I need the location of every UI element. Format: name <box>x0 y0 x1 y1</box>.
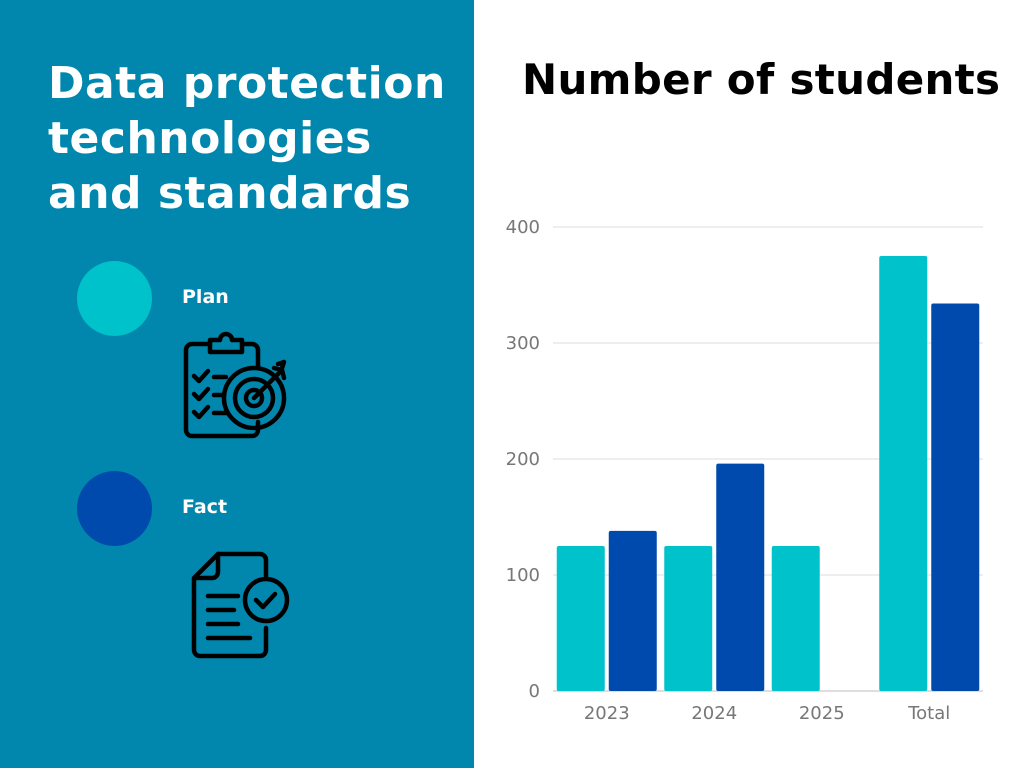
y-tick-label: 200 <box>506 449 540 470</box>
clipboard-target-icon <box>183 331 287 439</box>
bar-chart: 0 100 200 300 400 2023 2024 2025 Total <box>506 217 983 724</box>
bar-plan-2024 <box>664 546 713 691</box>
bar-plan-2023 <box>556 546 605 691</box>
x-tick-label: 2024 <box>691 703 737 724</box>
bar-fact-total <box>931 303 980 691</box>
y-tick-label: 300 <box>506 333 540 354</box>
legend-label-fact: Fact <box>182 496 228 518</box>
y-tick-label: 0 <box>529 681 540 702</box>
panel-title: Data protection technologies and standar… <box>48 58 446 219</box>
bar-plan-2025 <box>771 546 820 691</box>
bar-fact-2024 <box>716 463 765 691</box>
legend-dot-plan <box>77 261 152 336</box>
left-panel: Data protection technologies and standar… <box>0 0 474 768</box>
x-tick-label: 2025 <box>799 703 845 724</box>
bar-plan-total <box>879 256 928 691</box>
y-tick-label: 100 <box>506 565 540 586</box>
x-tick-label: Total <box>907 703 950 724</box>
y-tick-label: 400 <box>506 217 540 238</box>
document-check-icon <box>191 551 290 659</box>
bar-fact-2023 <box>608 530 657 691</box>
chart-title: Number of students <box>522 55 1001 104</box>
x-tick-label: 2023 <box>584 703 630 724</box>
legend-label-plan: Plan <box>182 286 229 308</box>
legend-dot-fact <box>77 471 152 546</box>
